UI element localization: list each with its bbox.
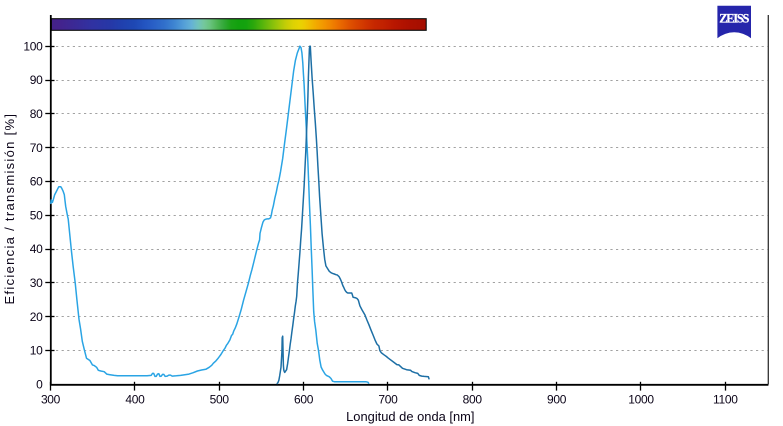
svg-text:70: 70 — [30, 141, 43, 155]
svg-text:0: 0 — [36, 377, 43, 391]
svg-text:400: 400 — [125, 392, 145, 406]
svg-text:ZEISS: ZEISS — [719, 12, 749, 26]
svg-text:90: 90 — [30, 73, 43, 87]
svg-text:10: 10 — [30, 344, 43, 358]
svg-text:30: 30 — [30, 276, 43, 290]
svg-text:800: 800 — [463, 392, 483, 406]
svg-text:1100: 1100 — [713, 392, 738, 406]
svg-text:20: 20 — [30, 310, 43, 324]
svg-text:60: 60 — [30, 175, 43, 189]
svg-text:50: 50 — [30, 208, 43, 222]
svg-text:Eficiencia / transmisión [%]: Eficiencia / transmisión [%] — [2, 113, 17, 305]
svg-text:40: 40 — [30, 242, 43, 256]
svg-text:700: 700 — [378, 392, 398, 406]
svg-text:300: 300 — [41, 392, 61, 406]
svg-text:600: 600 — [294, 392, 314, 406]
svg-text:100: 100 — [23, 39, 43, 53]
svg-text:500: 500 — [210, 392, 230, 406]
svg-text:80: 80 — [30, 107, 43, 121]
svg-text:1000: 1000 — [628, 392, 654, 406]
svg-text:Longitud de onda [nm]: Longitud de onda [nm] — [346, 409, 474, 424]
svg-text:900: 900 — [547, 392, 567, 406]
